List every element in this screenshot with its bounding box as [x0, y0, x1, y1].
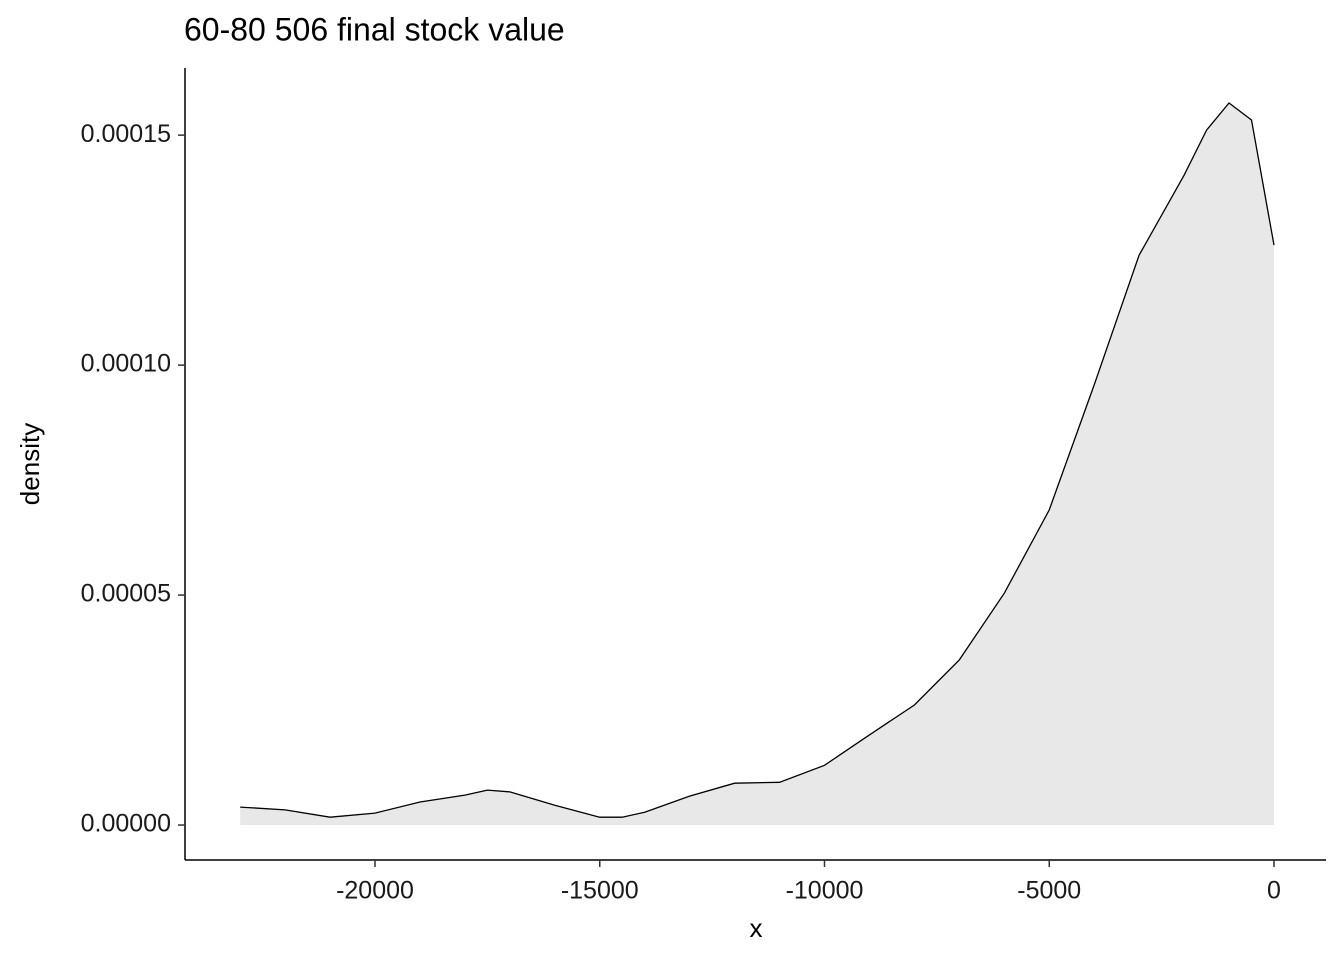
y-tick-label: 0.00005 [81, 580, 171, 608]
y-axis-title: density [15, 423, 45, 505]
y-tick-label: 0.00015 [81, 120, 171, 148]
x-axis-title: x [750, 913, 763, 943]
y-tick-label: 0.00000 [81, 810, 171, 838]
y-tick-label: 0.00010 [81, 350, 171, 378]
density-area [240, 103, 1275, 826]
x-tick-label: -20000 [336, 877, 414, 905]
x-tick-label: -5000 [1017, 877, 1081, 905]
x-tick-label: -10000 [786, 877, 864, 905]
density-line [240, 102, 1275, 818]
chart-title: 60-80 506 final stock value [184, 11, 565, 47]
x-tick-label: -15000 [561, 877, 639, 905]
x-tick-label: 0 [1267, 877, 1281, 905]
